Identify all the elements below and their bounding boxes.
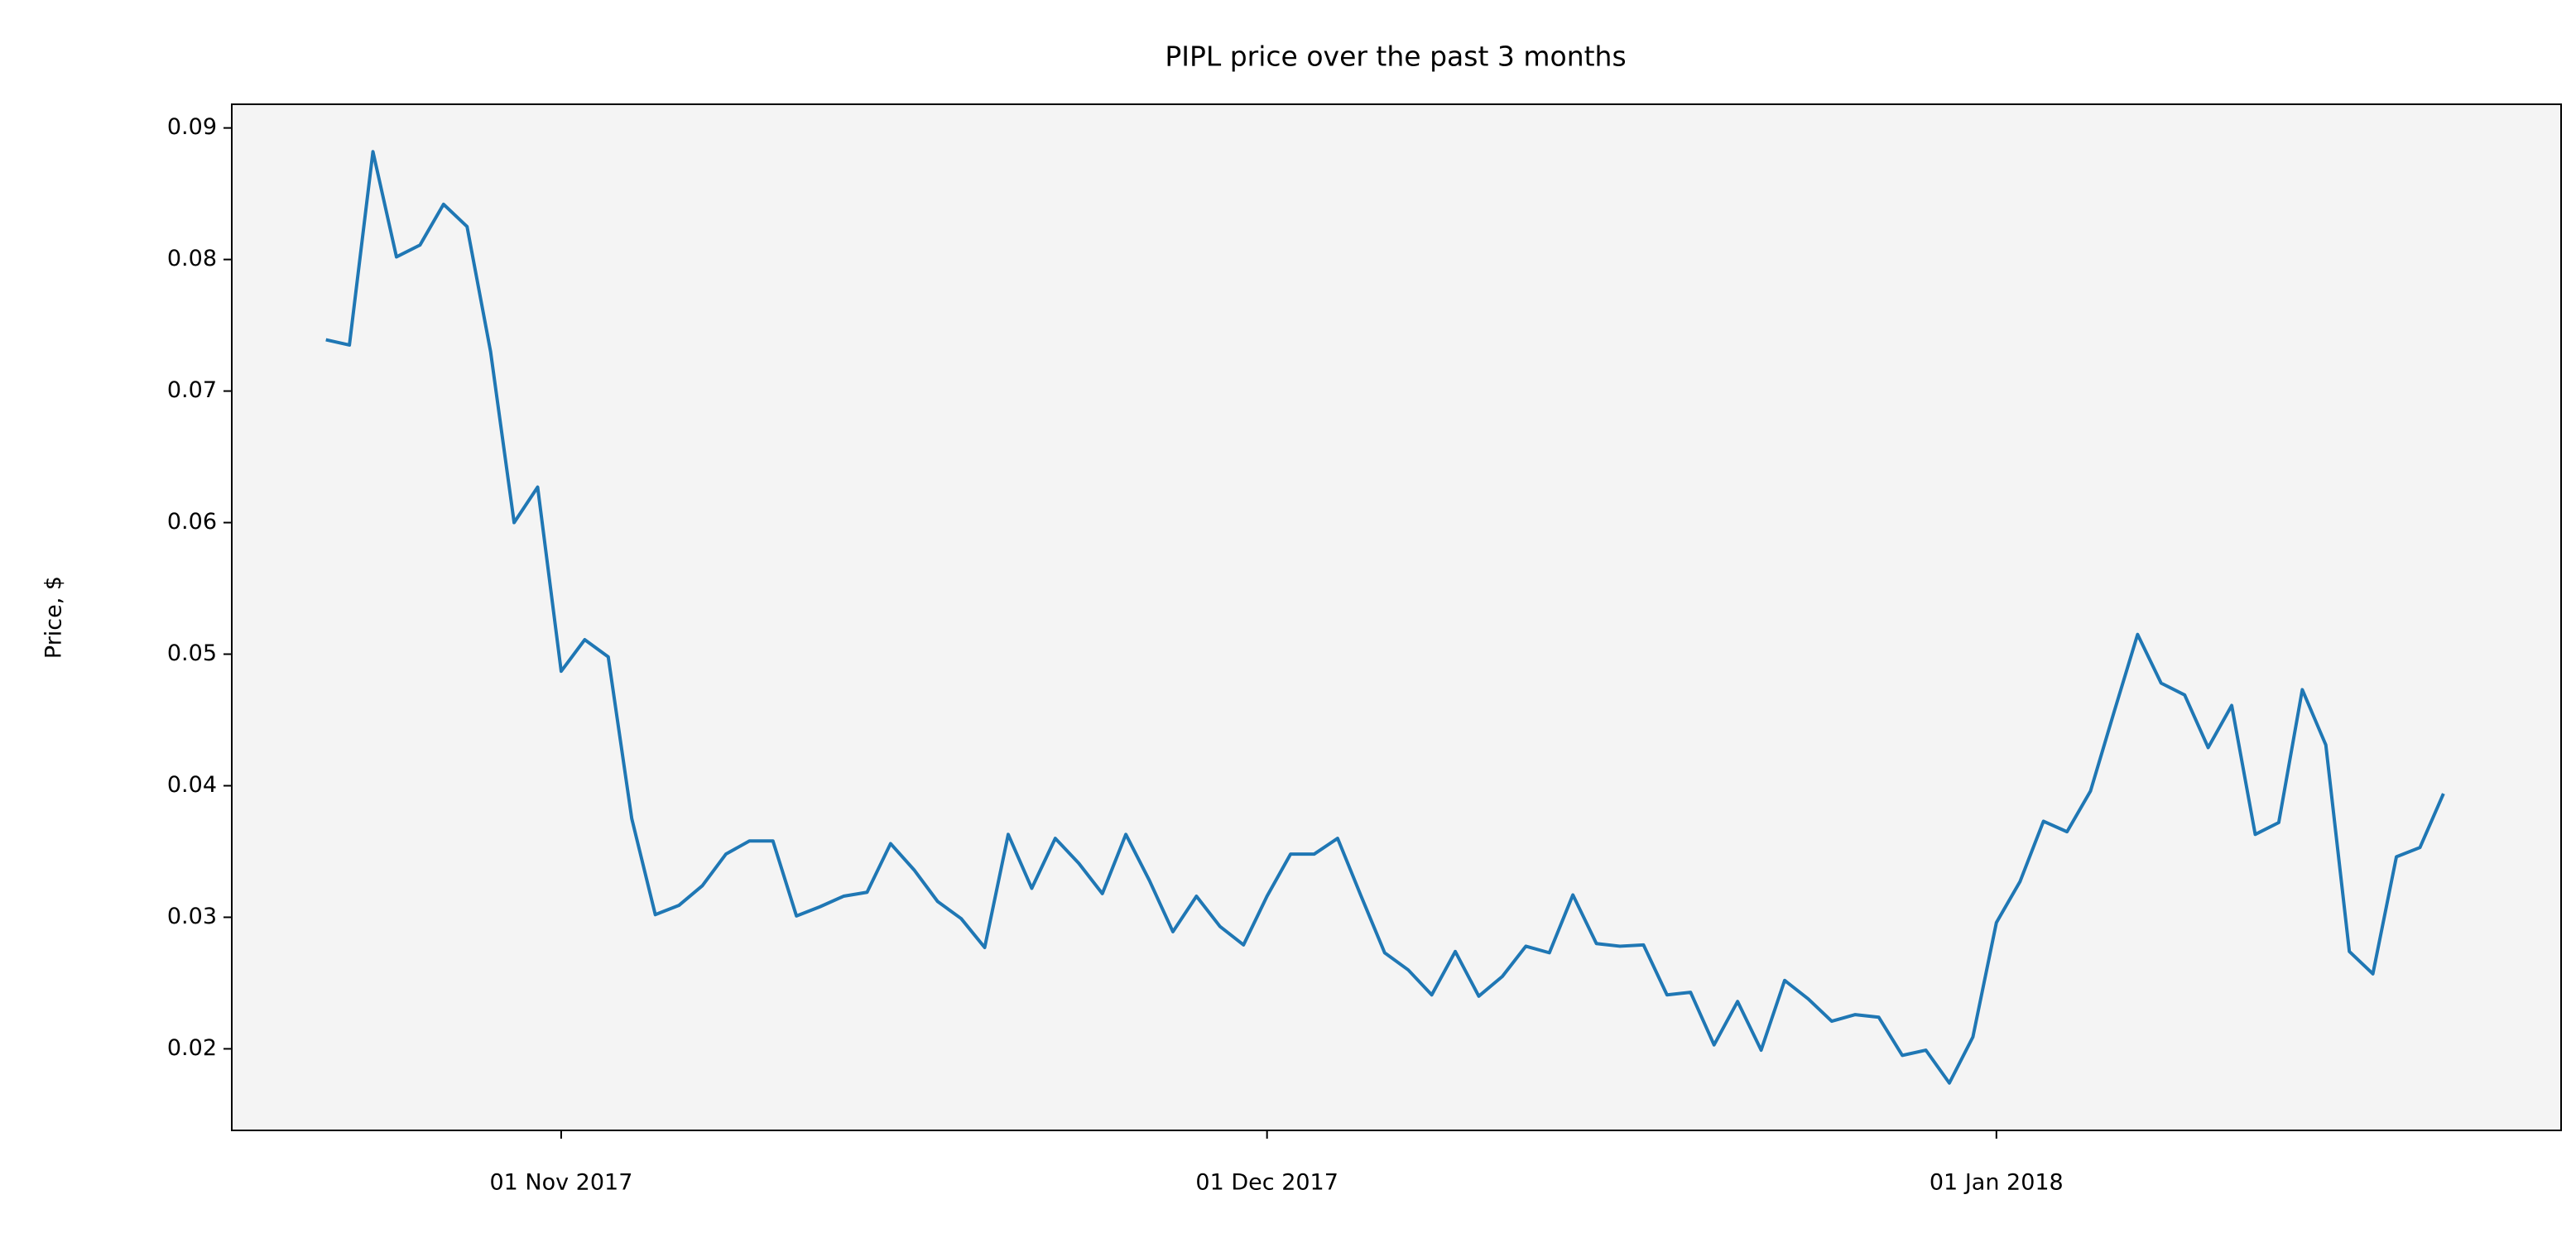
- x-tick-label: 01 Jan 2018: [1930, 1170, 2064, 1196]
- y-tick-label: 0.05: [167, 640, 217, 666]
- y-tick-label: 0.04: [167, 772, 217, 798]
- x-tick-label: 01 Dec 2017: [1195, 1170, 1338, 1196]
- y-axis-label: Price, $: [41, 576, 67, 659]
- x-tick-label: 01 Nov 2017: [489, 1170, 632, 1196]
- plot-area: [232, 104, 2561, 1130]
- y-tick-label: 0.09: [167, 114, 217, 140]
- chart-title: PIPL price over the past 3 months: [1165, 41, 1626, 73]
- plot-frame: [231, 103, 2562, 1131]
- price-line: [325, 150, 2445, 1085]
- y-tick-label: 0.02: [167, 1035, 217, 1061]
- y-tick-label: 0.03: [167, 904, 217, 929]
- y-tick-label: 0.07: [167, 377, 217, 403]
- y-tick-label: 0.08: [167, 246, 217, 271]
- y-tick-label: 0.06: [167, 509, 217, 535]
